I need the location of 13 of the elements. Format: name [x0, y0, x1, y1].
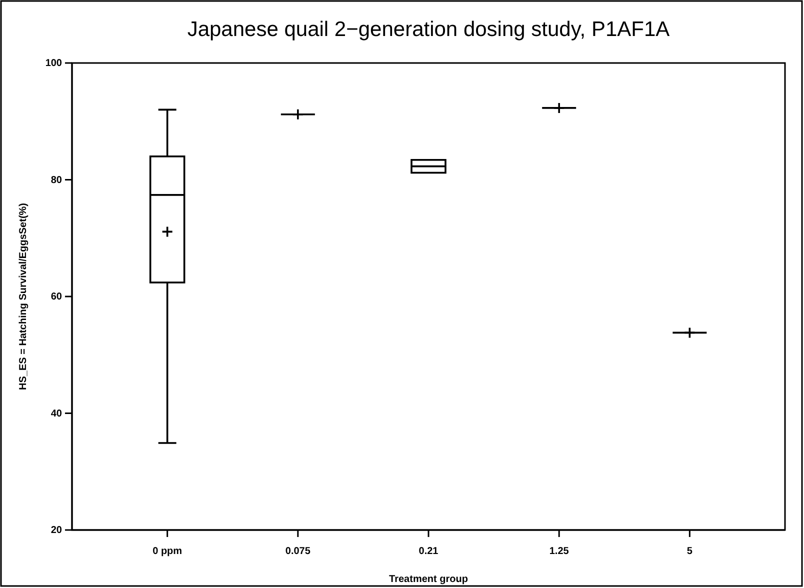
- y-tick-label: 60: [50, 292, 62, 303]
- y-axis-title: HS_ES = Hatching Survival/EggsSet(%): [18, 203, 29, 390]
- y-tick-label: 40: [50, 408, 62, 420]
- y-tick-label: 20: [50, 525, 62, 536]
- chart-title: Japanese quail 2−generation dosing study, P1AF1A: [187, 18, 670, 41]
- x-tick-label: 1.25: [549, 546, 570, 557]
- x-axis-title: Treatment group: [389, 574, 468, 585]
- x-tick-label: 5: [686, 546, 693, 557]
- x-tick-label: 0.21: [418, 546, 439, 557]
- y-tick-label: 80: [50, 174, 62, 186]
- y-tick-label: 100: [45, 58, 62, 70]
- x-tick-label: 0.075: [285, 546, 311, 557]
- x-tick-label: 0 ppm: [152, 546, 182, 557]
